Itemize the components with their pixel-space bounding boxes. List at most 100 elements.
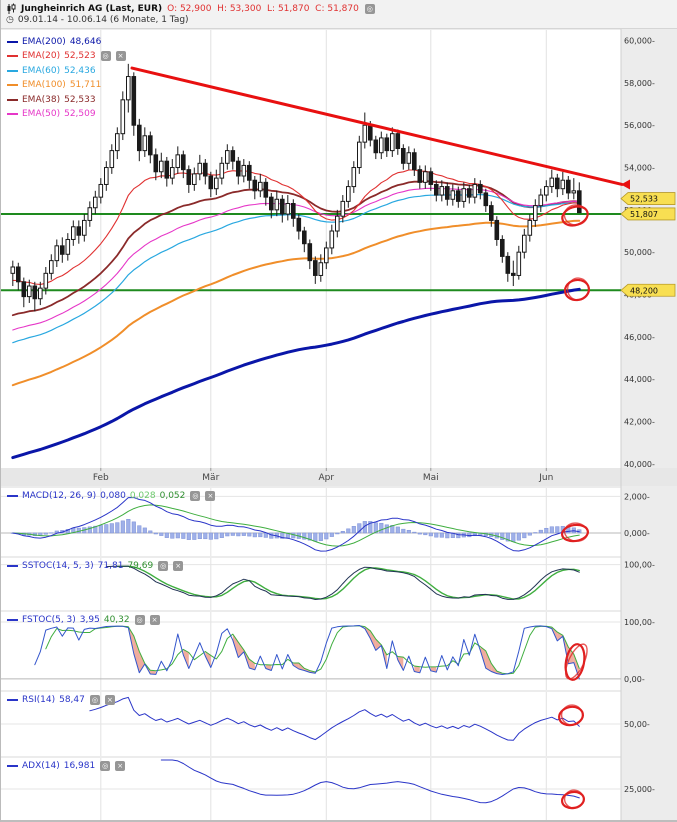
macd-bar — [197, 532, 202, 540]
macd-bar — [109, 523, 114, 534]
candle-body — [450, 190, 456, 200]
candle-body — [258, 181, 263, 192]
ema-legend-item[interactable]: EMA(200) 48,646 — [7, 36, 101, 48]
indicator-settings-icon[interactable]: ◎ — [89, 695, 100, 705]
legend-line-sample — [7, 699, 18, 701]
indicator-close-icon[interactable]: × — [115, 51, 126, 62]
candle-body — [511, 272, 516, 276]
macd-bar — [412, 531, 417, 534]
candle-body — [379, 137, 384, 154]
macd-bar — [318, 532, 323, 541]
fstoc-fill-segment — [183, 649, 189, 669]
macd-bar — [247, 532, 252, 537]
settings-icon[interactable]: ◎ — [364, 4, 375, 14]
candle-body — [302, 230, 307, 245]
adx-legend[interactable]: ADX(14) 16,981 ◎ × — [7, 760, 126, 772]
fstoc-legend[interactable]: FSTOC(5, 3) 3,95 40,32 ◎ × — [7, 614, 160, 626]
candle-body — [472, 183, 478, 198]
fstoc-fill-segment — [557, 632, 563, 641]
candle-body — [368, 124, 373, 141]
indicator-close-icon[interactable]: × — [173, 561, 184, 571]
fstoc-fill-segment — [414, 665, 420, 673]
fstoc-k-line — [34, 625, 580, 680]
x-axis-label: Apr — [319, 473, 335, 483]
ema-legend-value: 52,533 — [64, 94, 96, 105]
fstoc-panel[interactable] — [1, 612, 621, 690]
indicator-close-icon[interactable]: × — [104, 695, 115, 705]
candlestick-icon — [6, 3, 16, 15]
clock-icon: ◷ — [6, 15, 14, 25]
indicator-legend-value: 0,028 — [129, 491, 156, 501]
ema-legend-item[interactable]: EMA(100) 51,711 — [7, 79, 101, 91]
macd-bar — [538, 529, 543, 534]
legend-line-sample — [7, 55, 18, 58]
indicator-close-icon[interactable]: × — [115, 761, 126, 771]
macd-bar — [417, 532, 422, 535]
candle-body — [329, 230, 335, 249]
macd-bar — [258, 532, 263, 538]
x-axis-label: Mär — [202, 473, 219, 483]
macd-axis-label: 0,000- — [624, 529, 650, 538]
candle-body — [236, 160, 241, 177]
candle-body — [566, 179, 571, 194]
candle-body — [104, 167, 109, 185]
sstoc-legend[interactable]: SSTOC(14, 5, 3) 71,81 79,69 ◎ × — [7, 560, 184, 572]
candle-body — [76, 226, 82, 236]
macd-bar — [219, 532, 224, 538]
candle-body — [126, 76, 131, 101]
macd-bar — [516, 532, 521, 541]
indicator-settings-icon[interactable]: ◎ — [190, 491, 201, 501]
candle-body — [340, 200, 346, 217]
candle-body — [32, 285, 38, 300]
candle-body — [406, 152, 412, 164]
candle-body — [93, 196, 98, 209]
price-tag — [620, 283, 676, 297]
candle-body — [186, 169, 192, 185]
chart-canvas[interactable]: Feb Mär Apr Mai Jun 60,000- 58,000- 56,000- 54,0… — [1, 28, 677, 822]
macd-bar — [505, 532, 510, 542]
ema-legend-item[interactable]: EMA(50) 52,509 — [7, 108, 96, 120]
macd-legend[interactable]: MACD(12, 26, 9) 0,080 0,028 0,052 ◎ × — [7, 490, 216, 502]
indicator-legend-value: 0,052 — [159, 491, 186, 501]
macd-bar — [175, 532, 180, 539]
macd-bar — [500, 532, 505, 540]
indicator-settings-icon[interactable]: ◎ — [100, 51, 111, 62]
candle-body — [21, 281, 27, 298]
rsi-legend[interactable]: RSI(14) 58,47 ◎ × — [7, 694, 115, 706]
indicator-settings-icon[interactable]: ◎ — [100, 761, 111, 771]
macd-bar — [142, 527, 147, 534]
trendline[interactable] — [130, 66, 624, 186]
candle-body — [461, 188, 467, 202]
macd-bar — [115, 522, 120, 534]
legend-line-sample — [7, 84, 18, 87]
bottom-scrollbar[interactable] — [1, 820, 677, 822]
ema-legend-item[interactable]: EMA(60) 52,436 — [7, 65, 96, 77]
fstoc-fill-segment — [133, 635, 140, 673]
indicator-settings-icon[interactable]: ◎ — [158, 561, 169, 571]
ema-legend-item[interactable]: EMA(20) 52,523 ◎ × — [7, 50, 126, 62]
indicator-close-icon[interactable]: × — [149, 615, 160, 625]
indicator-close-icon[interactable]: × — [205, 491, 216, 501]
annotation-circle-stroke — [563, 204, 589, 226]
candle-body — [16, 266, 21, 283]
rsi-line — [89, 696, 580, 741]
ema-legend-item[interactable]: EMA(38) 52,533 — [7, 94, 96, 106]
macd-bar — [428, 532, 433, 537]
macd-bar — [544, 527, 549, 534]
candle-body — [175, 154, 181, 169]
macd-bar — [208, 532, 213, 540]
candle-body — [225, 150, 230, 164]
macd-panel[interactable] — [1, 488, 621, 556]
indicator-settings-icon[interactable]: ◎ — [134, 615, 145, 625]
candle-body — [214, 177, 219, 190]
candle-body — [489, 205, 494, 221]
macd-bar — [280, 532, 285, 539]
candle-body — [357, 141, 362, 169]
macd-bar — [104, 524, 109, 534]
sstoc-axis-label: 100,00- — [624, 561, 655, 570]
macd-bar — [384, 524, 389, 534]
sstoc-panel[interactable] — [1, 558, 621, 610]
adx-line — [160, 759, 580, 804]
